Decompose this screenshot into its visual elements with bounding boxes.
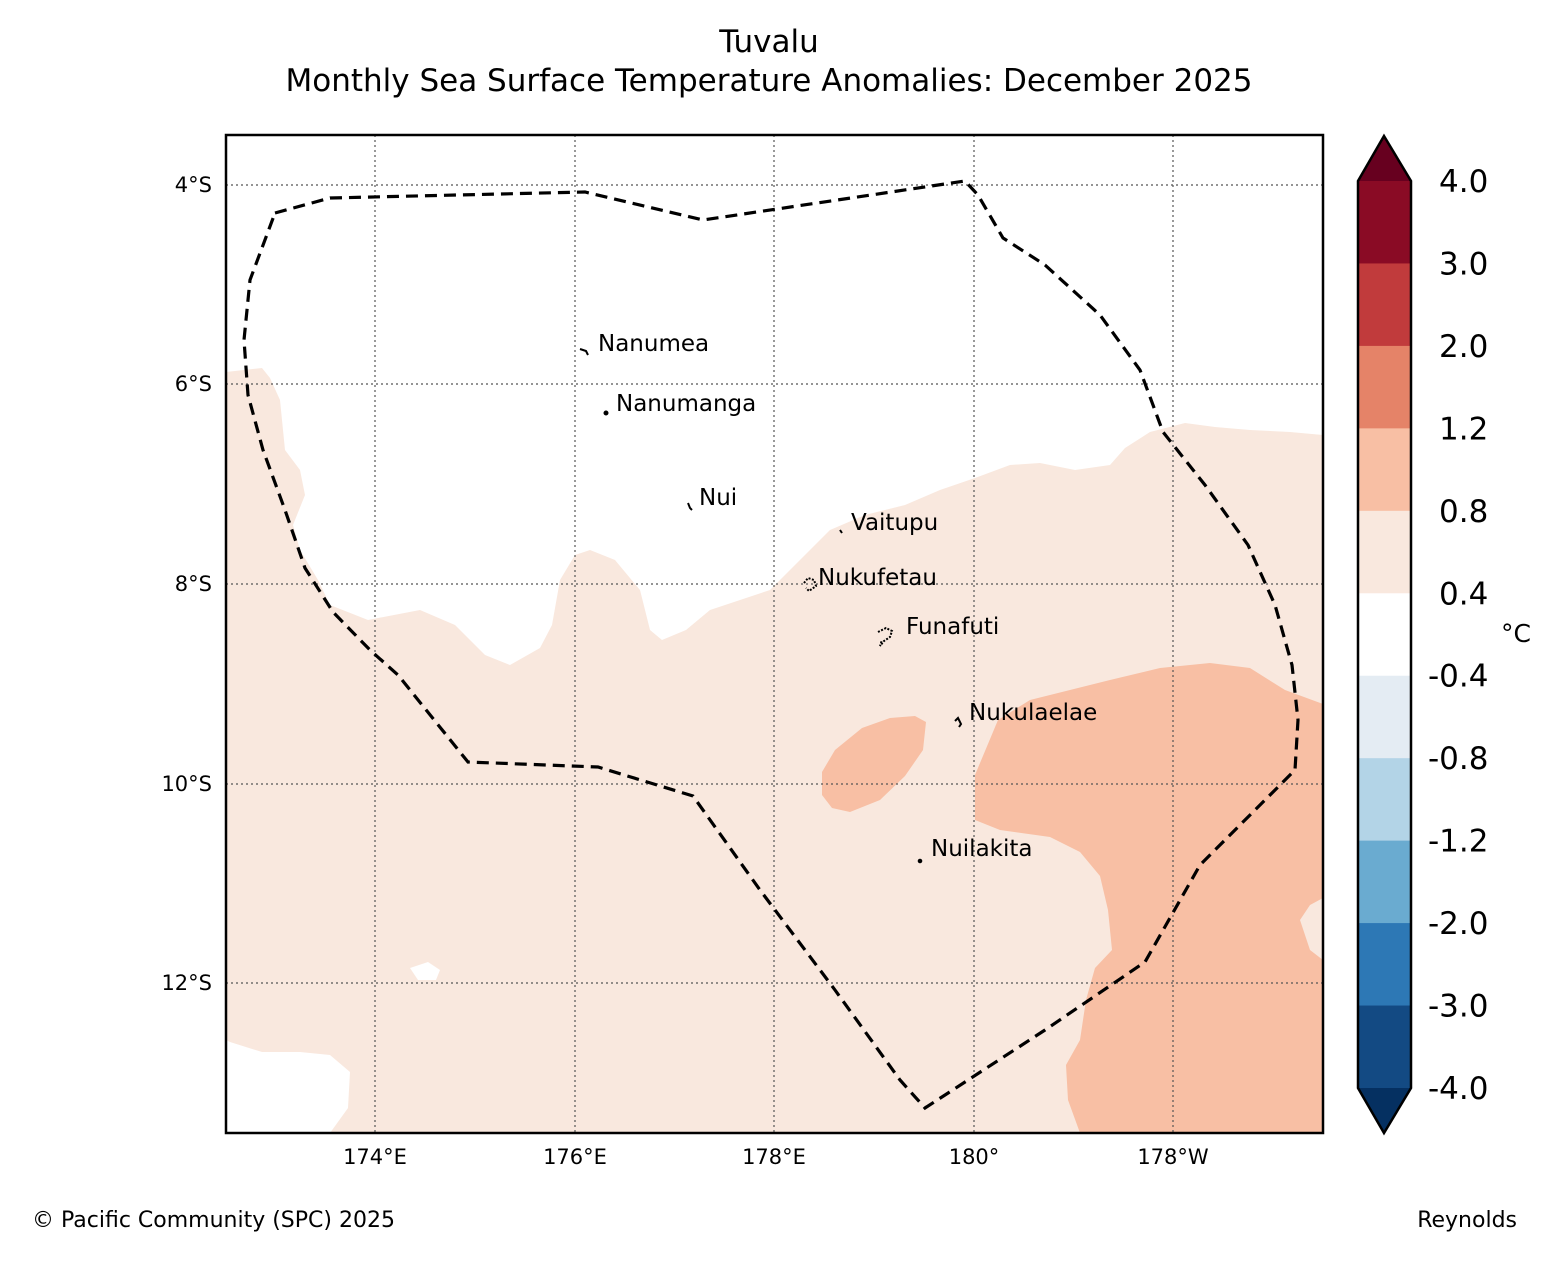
map-plot-area: Nanumea Nanumanga Nui Vaitupu Nukufetau … — [226, 135, 1323, 1133]
colorbar-tick-label: 2.0 — [1439, 329, 1488, 365]
colorbar-bin — [1358, 758, 1411, 842]
graticule — [226, 135, 1323, 1133]
colorbar-over-arrow — [1358, 136, 1411, 181]
lat-tick-label: 4°S — [175, 173, 212, 197]
colorbar: 4.0 3.0 2.0 1.2 0.8 0.4 -0.4 -0.8 -1.2 -2.0 -3.0 -4… — [1356, 133, 1531, 1136]
island-shape-nanumanga — [603, 410, 609, 416]
island-label-nuilakita: Nuilakita — [931, 836, 1032, 862]
island-shapes — [579, 348, 963, 864]
island-label-funafuti: Funafuti — [906, 614, 999, 640]
colorbar-tick-label: 1.2 — [1439, 411, 1488, 447]
island-shape-nui — [687, 502, 693, 511]
lon-tick-label: 176°E — [543, 1145, 607, 1169]
lat-tick-label: 6°S — [175, 372, 212, 396]
island-shape-vaitupu — [839, 529, 843, 534]
anomaly-region-0-8-to-1-2-east — [975, 663, 1323, 1133]
island-shape-nanumea — [579, 348, 589, 356]
colorbar-bin — [1358, 428, 1411, 512]
colorbar-tick-label: 0.4 — [1439, 576, 1488, 612]
island-shape-nuilakita — [917, 858, 923, 864]
colorbar-bin — [1358, 181, 1411, 265]
colorbar-bin — [1358, 923, 1411, 1007]
map-title: Tuvalu — [719, 24, 819, 60]
lat-tick-label: 10°S — [161, 772, 212, 796]
lat-tick-label: 12°S — [161, 971, 212, 995]
lon-tick-label: 178°W — [1137, 1145, 1209, 1169]
colorbar-tick-label: -1.2 — [1428, 824, 1489, 860]
island-shape-funafuti — [877, 626, 894, 647]
island-shape-nukulaelae — [954, 716, 963, 728]
island-shape-nukufetau — [803, 576, 818, 593]
island-label-nanumanga: Nanumanga — [616, 391, 756, 417]
colorbar-tick-label: -2.0 — [1428, 906, 1489, 942]
colorbar-tick-label: 4.0 — [1439, 164, 1488, 200]
colorbar-tick-label: -0.8 — [1428, 741, 1489, 777]
map-frame — [224, 133, 1325, 1135]
colorbar-under-arrow — [1358, 1088, 1411, 1133]
lon-tick-label: 174°E — [343, 1145, 407, 1169]
colorbar-bin — [1358, 263, 1411, 347]
island-label-nukulaelae: Nukulaelae — [969, 700, 1097, 726]
colorbar-unit-label: °C — [1501, 619, 1531, 648]
map-subtitle: Monthly Sea Surface Temperature Anomalie… — [285, 63, 1253, 99]
island-label-vaitupu: Vaitupu — [851, 510, 938, 536]
colorbar-tick-labels: 4.0 3.0 2.0 1.2 0.8 0.4 -0.4 -0.8 -1.2 -2.0 -3.0 -4… — [1428, 164, 1489, 1107]
colorbar-tick-label: -3.0 — [1428, 989, 1489, 1025]
eez-boundary — [242, 179, 1300, 1111]
lon-tick-label: 178°E — [742, 1145, 806, 1169]
colorbar-tick-label: -0.4 — [1428, 659, 1489, 695]
colorbar-bins — [1358, 181, 1411, 1089]
island-label-nukufetau: Nukufetau — [818, 565, 937, 591]
anomaly-region-0-8-to-1-2-central — [822, 716, 926, 812]
lat-tick-label: 8°S — [175, 572, 212, 596]
copyright-text: © Pacific Community (SPC) 2025 — [32, 1208, 395, 1233]
colorbar-tick-label: 3.0 — [1439, 246, 1488, 282]
island-label-nanumea: Nanumea — [598, 331, 709, 357]
colorbar-tick-label: -4.0 — [1428, 1071, 1489, 1107]
colorbar-bin — [1358, 593, 1411, 677]
colorbar-outline — [1356, 133, 1413, 1136]
lon-tick-label: 180° — [949, 1145, 1000, 1169]
colorbar-tick-label: 0.8 — [1439, 494, 1488, 530]
colorbar-bin — [1358, 675, 1411, 759]
data-source-text: Reynolds — [1417, 1208, 1517, 1233]
colorbar-bin — [1358, 840, 1411, 924]
colorbar-bin — [1358, 1005, 1411, 1089]
colorbar-bin — [1358, 510, 1411, 594]
colorbar-bin — [1358, 345, 1411, 429]
island-label-nui: Nui — [699, 485, 737, 511]
